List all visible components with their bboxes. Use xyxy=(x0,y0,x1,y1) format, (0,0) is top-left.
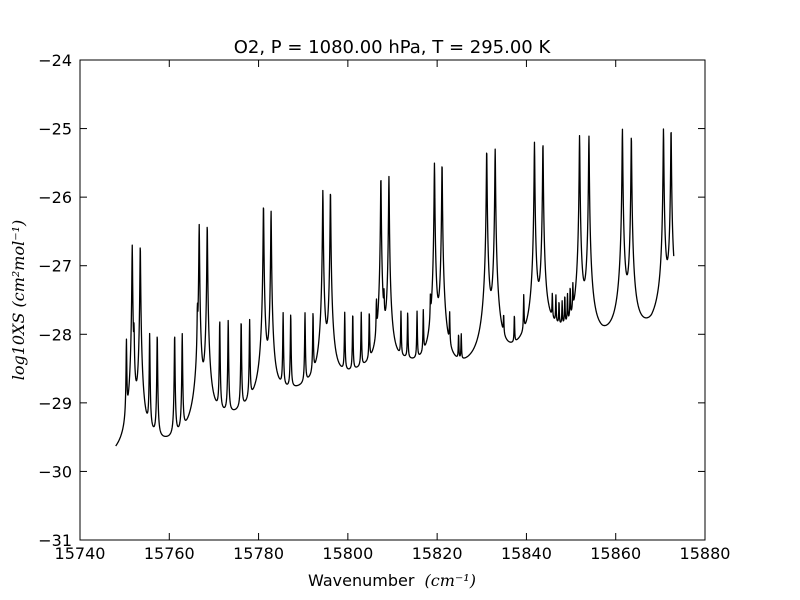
x-axis-label-text: Wavenumber xyxy=(308,571,415,590)
y-tick-label: −28 xyxy=(38,325,72,344)
x-tick-label: 15840 xyxy=(501,544,552,563)
y-tick-label: −24 xyxy=(38,51,72,70)
y-tick-label: −27 xyxy=(38,257,72,276)
x-tick-label: 15740 xyxy=(55,544,106,563)
y-tick-label: −25 xyxy=(38,120,72,139)
x-tick-label: 15800 xyxy=(322,544,373,563)
plot-frame xyxy=(79,59,706,541)
x-axis-ticks: 15740 15760 15780 15800 15820 15840 15860 15880 xyxy=(55,60,731,563)
x-tick-label: 15760 xyxy=(144,544,195,563)
y-tick-label: −26 xyxy=(38,188,72,207)
y-tick-label: −31 xyxy=(38,531,72,550)
chart-title: O2, P = 1080.00 hPa, T = 295.00 K xyxy=(234,37,552,58)
x-tick-label: 15860 xyxy=(590,544,641,563)
x-tick-label: 15780 xyxy=(233,544,284,563)
y-tick-label: −30 xyxy=(38,462,72,481)
y-tick-label: −29 xyxy=(38,394,72,413)
cross-section-line xyxy=(115,128,675,447)
x-tick-label: 15880 xyxy=(680,544,731,563)
plot-area: 15740 15760 15780 15800 15820 15840 15860 15880… xyxy=(38,51,730,563)
x-axis-label-unit: (cm⁻¹) xyxy=(424,571,475,590)
y-axis-ticks: −24 −25 −26 −27 −28 −29 −30 −31 xyxy=(38,51,705,550)
y-axis-label: log10XS (cm²mol⁻¹) xyxy=(9,220,28,381)
x-axis-label: Wavenumber (cm⁻¹) xyxy=(308,571,476,590)
x-tick-label: 15820 xyxy=(412,544,463,563)
series-layer xyxy=(115,128,675,447)
